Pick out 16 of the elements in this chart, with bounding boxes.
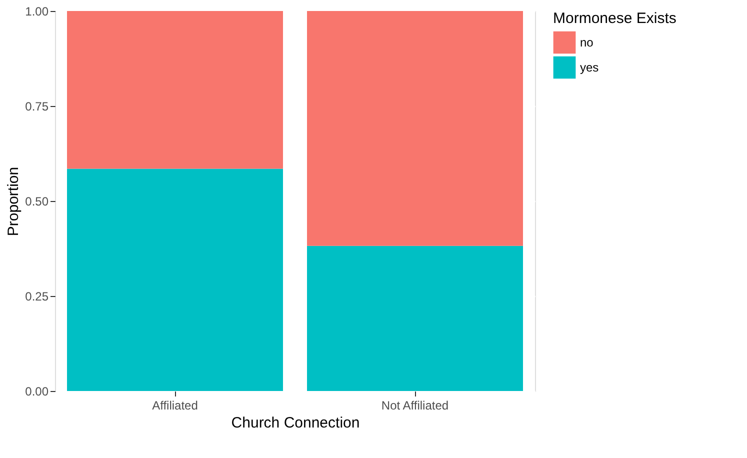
y-axis-title: Proportion (5, 166, 22, 236)
x-tick-label: Affiliated (152, 398, 198, 412)
y-tick-label: 0.25 (25, 290, 49, 304)
y-tick-label: 0.00 (25, 384, 49, 398)
bar (307, 246, 523, 391)
x-axis-title: Church Connection (231, 414, 360, 432)
bar (67, 168, 283, 391)
x-tick-label: Not Affiliated (381, 398, 449, 412)
y-tick-label: 1.00 (25, 4, 49, 18)
legend-title: Mormonese Exists (553, 10, 676, 27)
bar (307, 11, 523, 246)
legend-label: yes (580, 60, 599, 74)
legend-label: no (580, 36, 594, 50)
y-tick-label: 0.50 (25, 194, 49, 208)
y-tick-label: 0.75 (25, 100, 49, 114)
bar (67, 11, 283, 169)
